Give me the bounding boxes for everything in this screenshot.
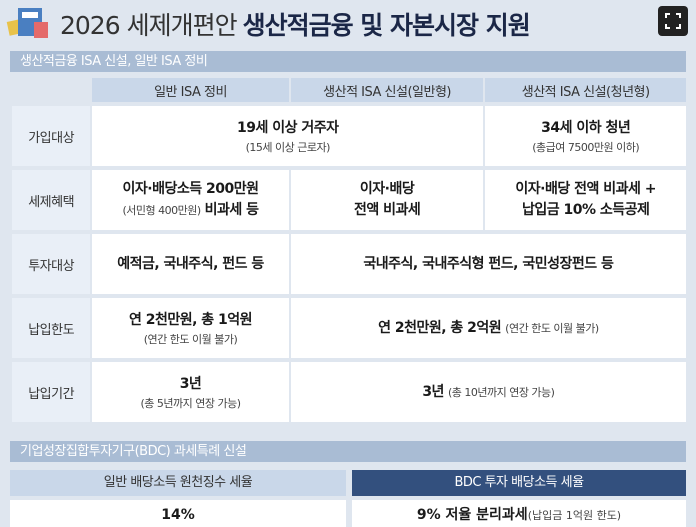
section-title: 기업성장집합투자기구(BDC) 과세특례 신설 <box>10 441 686 462</box>
cell-main: 19세 이상 거주자 <box>237 119 339 136</box>
cell-main: 국내주식, 국내주식형 펀드, 국민성장펀드 등 <box>363 255 614 272</box>
column-header: 생산적 ISA 신설(청년형) <box>485 78 686 102</box>
row-label: 가입대상 <box>12 106 91 166</box>
cell: 3년 (총 10년까지 연장 가능) <box>290 362 686 422</box>
title-bold: 생산적금융 및 자본시장 지원 <box>242 11 531 40</box>
row-label: 투자대상 <box>12 234 91 294</box>
cell-main: 3년 <box>179 375 202 392</box>
column-header: BDC 투자 배당소득 세율 <box>352 470 686 496</box>
cell: 연 2천만원, 총 1억원 (연간 한도 이월 불가) <box>92 298 289 358</box>
cell: 연 2천만원, 총 2억원 (연간 한도 이월 불가) <box>290 298 686 358</box>
cell-main: 납입금 10% 소득공제 <box>521 202 650 218</box>
row-label: 세제혜택 <box>12 170 91 230</box>
cell-main: 예적금, 국내주식, 펀드 등 <box>117 255 264 272</box>
cell-note: (총급여 7500만원 이하) <box>532 140 640 154</box>
cell-main: 이자·배당 전액 비과세 + <box>515 181 656 197</box>
title-icon <box>6 8 48 38</box>
cell-main: 9% 저율 분리과세 <box>416 507 528 523</box>
section-title: 생산적금융 ISA 신설, 일반 ISA 정비 <box>10 51 686 72</box>
cell-main: 연 2천만원, 총 1억원 <box>128 311 253 328</box>
cell-main: 34세 이하 청년 <box>541 119 631 136</box>
row-label: 납입한도 <box>12 298 91 358</box>
cell-note: (총 10년까지 연장 가능) <box>447 385 555 399</box>
cell-note: (연간 한도 이월 불가) <box>505 321 599 335</box>
cell-note: (15세 이상 근로자) <box>245 140 331 154</box>
isa-table: 일반 ISA 정비 생산적 ISA 신설(일반형) 생산적 ISA 신설(청년형… <box>10 74 688 426</box>
cell: 9% 저율 분리과세(납입금 1억원 한도) <box>352 500 686 527</box>
cell: 14% <box>10 500 346 527</box>
expand-icon <box>665 13 681 29</box>
title-regular: 2026 세제개편안 <box>60 11 238 40</box>
cell: 국내주식, 국내주식형 펀드, 국민성장펀드 등 <box>290 234 686 294</box>
row-label: 납입기간 <box>12 362 91 422</box>
title: 2026 세제개편안 생산적금융 및 자본시장 지원 <box>60 6 531 42</box>
cell-note: (연간 한도 이월 불가) <box>143 332 238 346</box>
cell-main: 연 2천만원, 총 2억원 <box>378 319 502 336</box>
cell-main: 이자·배당 <box>359 181 415 197</box>
cell-main: 14% <box>161 507 195 523</box>
expand-button[interactable] <box>658 6 688 36</box>
cell: 이자·배당 전액 비과세 + 납입금 10% 소득공제 <box>485 170 686 230</box>
cell-main: 전액 비과세 <box>353 202 421 218</box>
cell-main: 3년 <box>422 383 444 400</box>
column-header: 일반 배당소득 원천징수 세율 <box>10 470 346 496</box>
cell-note: (총 5년까지 연장 가능) <box>140 396 241 410</box>
cell-note: (서민형 400만원) <box>122 204 201 217</box>
cell-note: (납입금 1억원 한도) <box>527 509 622 522</box>
cell: 예적금, 국내주식, 펀드 등 <box>92 234 289 294</box>
column-header: 일반 ISA 정비 <box>92 78 289 102</box>
column-header: 생산적 ISA 신설(일반형) <box>290 78 484 102</box>
cell: 이자·배당소득 200만원 (서민형 400만원) 비과세 등 <box>92 170 289 230</box>
corner <box>12 78 90 102</box>
cell: 34세 이하 청년 (총급여 7500만원 이하) <box>485 106 686 166</box>
cell-main: 이자·배당소득 200만원 <box>122 181 259 197</box>
cell: 19세 이상 거주자 (15세 이상 근로자) <box>92 106 484 166</box>
cell-main: 비과세 등 <box>204 202 259 218</box>
cell: 3년 (총 5년까지 연장 가능) <box>92 362 289 422</box>
